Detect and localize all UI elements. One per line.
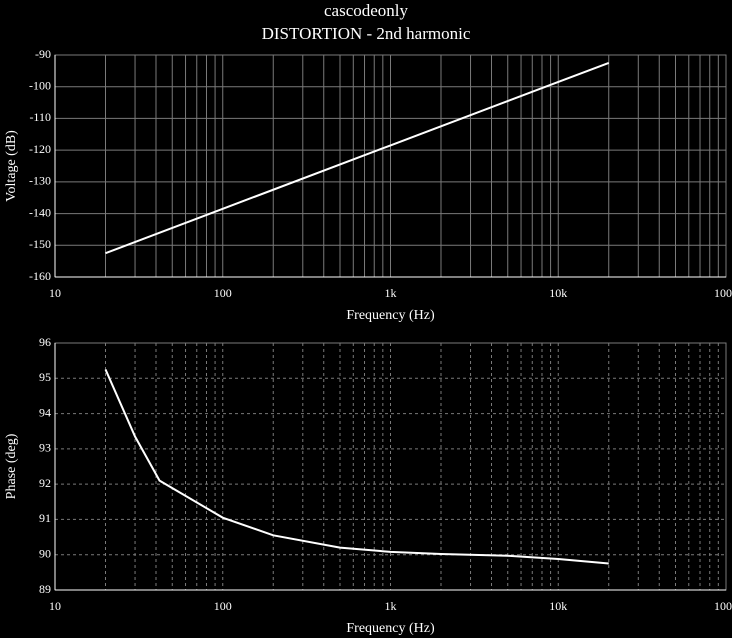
y-axis-label: Phase (deg) [4,433,19,499]
y-tick-label: -110 [29,110,51,124]
y-tick-label: 94 [39,405,51,419]
x-tick-label: 100k [714,286,732,300]
x-tick-label: 100 [214,599,232,613]
data-line [105,61,610,255]
y-tick-label: -130 [29,174,51,188]
x-tick-label: 1k [385,286,397,300]
x-tick-label: 100 [214,286,232,300]
x-tick-label: 10k [549,286,567,300]
y-tick-label: -140 [29,205,51,219]
chart-subtitle: DISTORTION - 2nd harmonic [262,24,471,43]
x-tick-label: 1k [385,599,397,613]
y-axis-label: Voltage (dB) [4,130,19,202]
y-tick-label: 93 [39,441,51,455]
y-tick-label: 90 [39,546,51,560]
y-tick-label: 92 [39,476,51,490]
y-tick-label: 89 [39,582,51,596]
x-tick-label: 100k [714,599,732,613]
x-tick-label: 10 [49,286,61,300]
y-tick-label: -100 [29,78,51,92]
y-tick-label: -120 [29,142,51,156]
x-tick-label: 10 [49,599,61,613]
y-tick-label: 95 [39,370,51,384]
y-tick-label: -150 [29,237,51,251]
data-line [104,369,609,565]
x-axis-label: Frequency (Hz) [346,308,435,323]
y-tick-label: -160 [29,269,51,283]
chart-title: cascodeonly [324,1,409,20]
x-axis-label: Frequency (Hz) [346,621,435,636]
y-tick-label: -90 [35,47,51,61]
y-tick-label: 91 [39,511,51,525]
y-tick-label: 96 [39,335,51,349]
x-tick-label: 10k [549,599,567,613]
